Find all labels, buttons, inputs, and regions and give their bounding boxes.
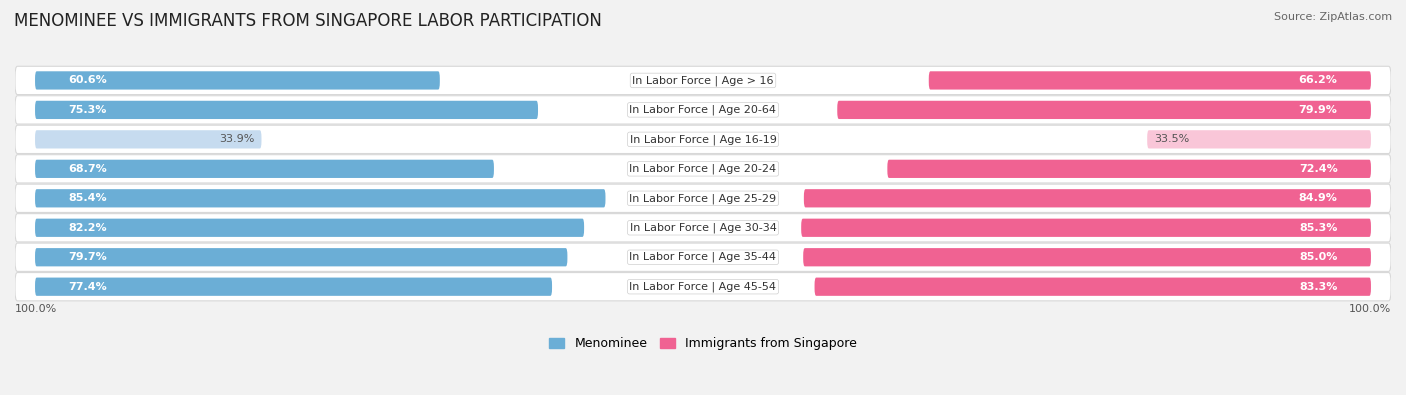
Text: 84.9%: 84.9% <box>1299 193 1337 203</box>
FancyBboxPatch shape <box>15 155 1391 183</box>
FancyBboxPatch shape <box>35 160 494 178</box>
Text: In Labor Force | Age > 16: In Labor Force | Age > 16 <box>633 75 773 86</box>
FancyBboxPatch shape <box>801 219 1371 237</box>
FancyBboxPatch shape <box>35 219 583 237</box>
Text: 60.6%: 60.6% <box>69 75 107 85</box>
Text: In Labor Force | Age 30-34: In Labor Force | Age 30-34 <box>630 222 776 233</box>
FancyBboxPatch shape <box>804 189 1371 207</box>
FancyBboxPatch shape <box>15 96 1391 124</box>
Text: 100.0%: 100.0% <box>1348 304 1391 314</box>
FancyBboxPatch shape <box>35 278 553 296</box>
FancyBboxPatch shape <box>1147 130 1371 149</box>
Legend: Menominee, Immigrants from Singapore: Menominee, Immigrants from Singapore <box>544 332 862 356</box>
Text: 75.3%: 75.3% <box>69 105 107 115</box>
Text: 85.4%: 85.4% <box>69 193 107 203</box>
FancyBboxPatch shape <box>15 243 1391 271</box>
FancyBboxPatch shape <box>814 278 1371 296</box>
FancyBboxPatch shape <box>15 66 1391 94</box>
FancyBboxPatch shape <box>35 189 606 207</box>
FancyBboxPatch shape <box>15 184 1391 213</box>
Text: 33.5%: 33.5% <box>1154 134 1189 144</box>
Text: In Labor Force | Age 45-54: In Labor Force | Age 45-54 <box>630 282 776 292</box>
FancyBboxPatch shape <box>35 248 568 266</box>
Text: 82.2%: 82.2% <box>69 223 107 233</box>
Text: In Labor Force | Age 25-29: In Labor Force | Age 25-29 <box>630 193 776 203</box>
FancyBboxPatch shape <box>929 71 1371 90</box>
Text: 85.0%: 85.0% <box>1299 252 1337 262</box>
Text: Source: ZipAtlas.com: Source: ZipAtlas.com <box>1274 12 1392 22</box>
FancyBboxPatch shape <box>15 214 1391 242</box>
Text: In Labor Force | Age 20-64: In Labor Force | Age 20-64 <box>630 105 776 115</box>
Text: 85.3%: 85.3% <box>1299 223 1337 233</box>
FancyBboxPatch shape <box>887 160 1371 178</box>
Text: In Labor Force | Age 20-24: In Labor Force | Age 20-24 <box>630 164 776 174</box>
FancyBboxPatch shape <box>837 101 1371 119</box>
Text: 77.4%: 77.4% <box>69 282 107 292</box>
Text: In Labor Force | Age 16-19: In Labor Force | Age 16-19 <box>630 134 776 145</box>
FancyBboxPatch shape <box>803 248 1371 266</box>
FancyBboxPatch shape <box>35 71 440 90</box>
Text: 68.7%: 68.7% <box>69 164 107 174</box>
FancyBboxPatch shape <box>15 273 1391 301</box>
FancyBboxPatch shape <box>15 125 1391 154</box>
Text: MENOMINEE VS IMMIGRANTS FROM SINGAPORE LABOR PARTICIPATION: MENOMINEE VS IMMIGRANTS FROM SINGAPORE L… <box>14 12 602 30</box>
Text: 83.3%: 83.3% <box>1299 282 1337 292</box>
Text: In Labor Force | Age 35-44: In Labor Force | Age 35-44 <box>630 252 776 263</box>
Text: 100.0%: 100.0% <box>15 304 58 314</box>
FancyBboxPatch shape <box>35 101 538 119</box>
Text: 72.4%: 72.4% <box>1299 164 1337 174</box>
Text: 79.9%: 79.9% <box>1299 105 1337 115</box>
Text: 66.2%: 66.2% <box>1299 75 1337 85</box>
Text: 79.7%: 79.7% <box>69 252 107 262</box>
FancyBboxPatch shape <box>35 130 262 149</box>
Text: 33.9%: 33.9% <box>219 134 254 144</box>
